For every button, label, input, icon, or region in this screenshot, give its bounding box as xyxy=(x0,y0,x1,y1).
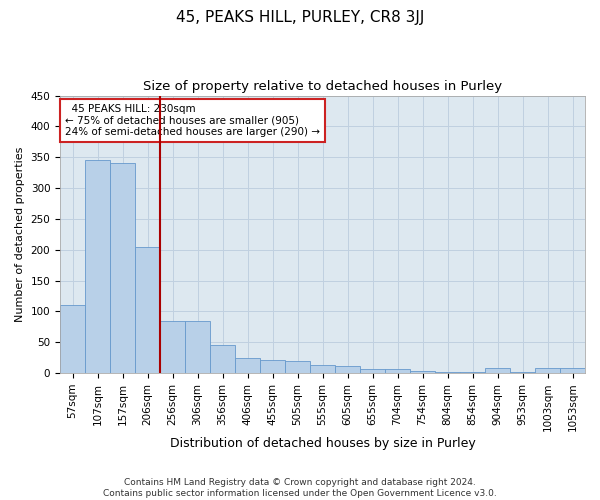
Bar xyxy=(185,320,210,373)
Text: 45 PEAKS HILL: 230sqm
← 75% of detached houses are smaller (905)
24% of semi-det: 45 PEAKS HILL: 230sqm ← 75% of detached … xyxy=(65,104,320,137)
Bar xyxy=(535,368,560,373)
Bar xyxy=(60,306,85,373)
Bar xyxy=(235,358,260,373)
X-axis label: Distribution of detached houses by size in Purley: Distribution of detached houses by size … xyxy=(170,437,475,450)
Bar xyxy=(210,346,235,373)
Bar xyxy=(85,160,110,373)
Bar xyxy=(385,369,410,373)
Bar xyxy=(485,368,510,373)
Text: Contains HM Land Registry data © Crown copyright and database right 2024.
Contai: Contains HM Land Registry data © Crown c… xyxy=(103,478,497,498)
Bar xyxy=(310,365,335,373)
Bar xyxy=(435,372,460,373)
Bar xyxy=(560,368,585,373)
Bar xyxy=(260,360,285,373)
Bar xyxy=(110,164,135,373)
Bar xyxy=(335,366,360,373)
Bar xyxy=(135,246,160,373)
Text: 45, PEAKS HILL, PURLEY, CR8 3JJ: 45, PEAKS HILL, PURLEY, CR8 3JJ xyxy=(176,10,424,25)
Y-axis label: Number of detached properties: Number of detached properties xyxy=(15,146,25,322)
Bar xyxy=(510,372,535,373)
Bar xyxy=(460,372,485,373)
Title: Size of property relative to detached houses in Purley: Size of property relative to detached ho… xyxy=(143,80,502,93)
Bar xyxy=(285,361,310,373)
Bar xyxy=(360,369,385,373)
Bar xyxy=(410,371,435,373)
Bar xyxy=(160,320,185,373)
